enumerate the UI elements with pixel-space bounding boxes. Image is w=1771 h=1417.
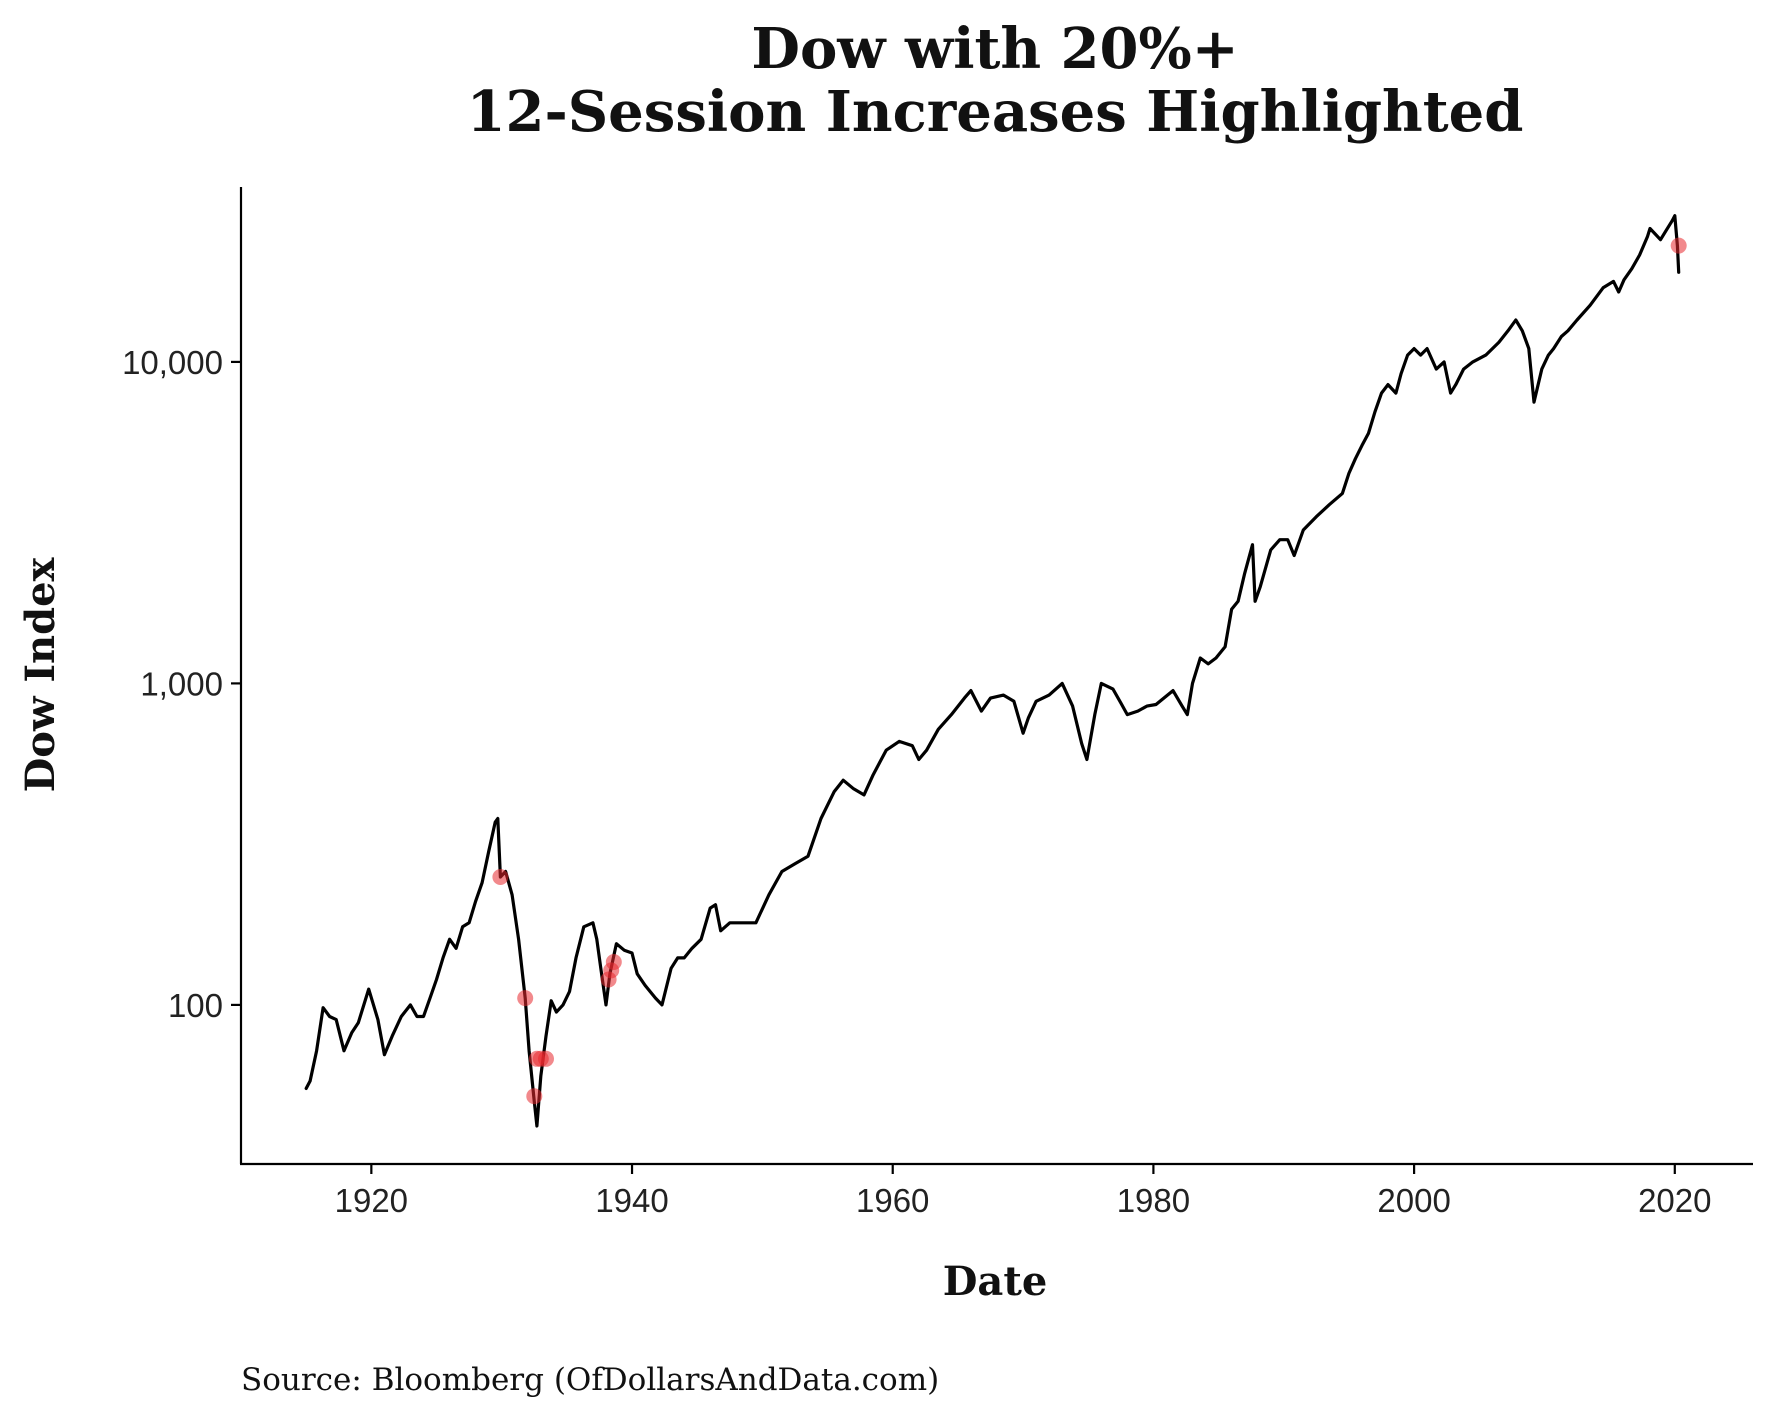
y-ticks: 100 1,000 10,000 [122, 344, 241, 1024]
dow-index-line [304, 214, 1681, 1128]
x-tick-label-1960: 1960 [856, 1182, 929, 1219]
highlight-marker [517, 990, 534, 1007]
chart-title-line-2: 12-Session Increases Highlighted [467, 79, 1524, 145]
highlight-markers [492, 237, 1687, 1105]
x-tick-label-2020: 2020 [1638, 1182, 1711, 1219]
x-axis-title: Date [943, 1258, 1048, 1305]
y-axis-title: Dow Index [17, 556, 64, 792]
y-tick-label-100: 100 [168, 987, 223, 1024]
highlight-marker [492, 869, 509, 885]
x-tick-label-1920: 1920 [335, 1182, 408, 1219]
x-tick-label-1980: 1980 [1117, 1182, 1190, 1219]
plot-area: 1920 1940 1960 1980 2000 2020 100 1,000 10,000 [122, 187, 1753, 1219]
x-tick-label-2000: 2000 [1377, 1182, 1450, 1219]
y-tick-label-10000: 10,000 [122, 344, 223, 381]
highlight-marker [605, 954, 622, 970]
highlight-marker [526, 1088, 543, 1105]
chart-title-line-1: Dow with 20%+ [751, 16, 1238, 82]
x-tick-label-1940: 1940 [595, 1182, 668, 1219]
source-caption: Source: Bloomberg (OfDollarsAndData.com) [241, 1362, 939, 1398]
x-ticks: 1920 1940 1960 1980 2000 2020 [335, 1164, 1712, 1219]
highlight-marker [1670, 237, 1687, 254]
highlight-marker [538, 1050, 554, 1067]
y-tick-label-1000: 1,000 [140, 665, 223, 702]
